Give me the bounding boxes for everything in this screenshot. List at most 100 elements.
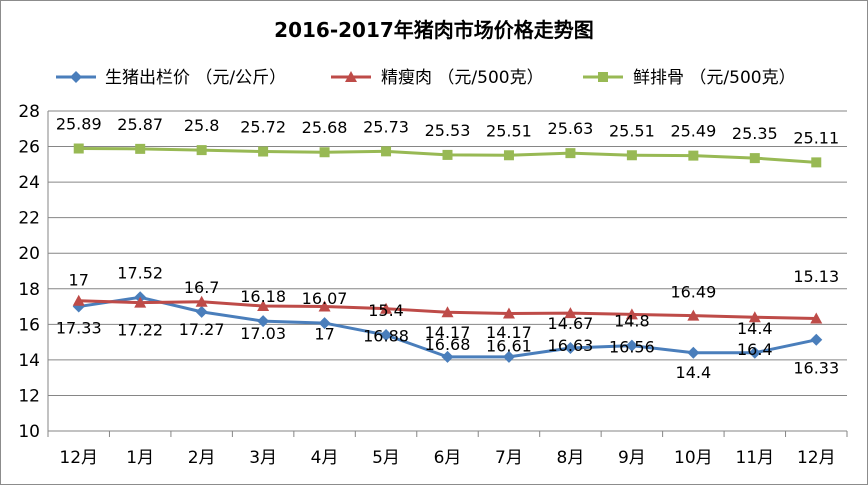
series-0-point <box>441 350 454 363</box>
series-0-point <box>318 317 331 330</box>
series-2-point <box>811 157 822 168</box>
y-tick-label: 24 <box>18 173 40 193</box>
data-label-series-2: 25.11 <box>793 128 839 147</box>
gridlines <box>48 110 847 432</box>
series-2-point <box>749 153 760 164</box>
data-label-series-0: 16.07 <box>302 289 348 308</box>
x-tick-label: 8月 <box>557 448 585 468</box>
series-1-point <box>257 300 270 312</box>
data-label-series-2: 25.87 <box>117 115 163 134</box>
data-label-series-1: 16.68 <box>425 335 471 354</box>
data-label-series-1: 17.03 <box>240 324 286 343</box>
series-2-point <box>258 146 269 157</box>
y-tick-label: 16 <box>18 315 40 335</box>
y-tick-label: 14 <box>18 351 40 371</box>
series-1-point <box>502 307 515 319</box>
x-tick-label: 9月 <box>618 448 646 468</box>
series-1-point <box>134 296 147 308</box>
data-label-series-2: 25.68 <box>302 118 348 137</box>
data-label-series-1: 17.22 <box>117 321 163 340</box>
data-label-series-1: 17.33 <box>56 319 102 338</box>
x-tick-label: 12月 <box>797 448 836 468</box>
data-label-series-2: 25.73 <box>363 117 409 136</box>
series-0-point <box>380 329 393 341</box>
series-2-point <box>196 145 207 156</box>
y-tick-label: 20 <box>18 244 40 264</box>
series-2-point <box>319 147 330 158</box>
x-tick-label: 5月 <box>372 448 400 468</box>
data-label-series-0: 15.13 <box>793 267 839 286</box>
data-label-series-0: 15.4 <box>368 301 404 320</box>
x-tick-label: 10月 <box>674 448 713 468</box>
x-tick-label: 12月 <box>59 448 98 468</box>
data-label-series-0: 17 <box>69 271 89 290</box>
data-label-series-2: 25.51 <box>609 121 655 140</box>
data-label-series-0: 14.8 <box>614 312 650 331</box>
y-tick-label: 26 <box>18 138 40 158</box>
series-2-point <box>688 150 699 161</box>
series-0-point <box>564 341 577 354</box>
series-1-point <box>318 300 331 312</box>
axes: 10 12 14 16 18 20 22 24 26 28 12月 1月 2月 3月 4月 5月 6月 7月 8月 9… <box>18 102 848 468</box>
data-labels: 25.89 25.87 25.8 25.72 25.68 25.73 25.53 25.51 2… <box>56 115 839 382</box>
series-1-point <box>195 295 208 307</box>
x-tick-label: 1月 <box>126 448 154 468</box>
data-label-series-0: 14.17 <box>486 323 532 342</box>
data-label-series-2: 25.8 <box>184 116 220 135</box>
series-0-point <box>810 333 823 346</box>
series-0-point <box>195 305 208 318</box>
data-label-series-2: 25.49 <box>670 122 716 141</box>
series-1-point <box>687 309 700 321</box>
data-label-series-1: 16.33 <box>793 358 839 377</box>
series-2-point <box>442 149 453 160</box>
series-1-point <box>441 306 454 318</box>
series-1-point <box>748 311 761 323</box>
series-2-point <box>503 150 514 161</box>
series-2-point <box>626 150 637 161</box>
x-tick-label: 7月 <box>495 448 523 468</box>
data-label-series-2: 25.35 <box>732 124 778 143</box>
x-tick-label: 4月 <box>311 448 339 468</box>
data-label-series-0: 14.67 <box>548 314 594 333</box>
data-label-series-2: 25.89 <box>56 115 102 134</box>
legend-marker-2 <box>598 72 608 82</box>
chart-title: 2016-2017年猪肉市场价格走势图 <box>274 18 594 42</box>
x-tick-label: 2月 <box>188 448 216 468</box>
y-tick-label: 18 <box>18 280 40 300</box>
data-label-series-2: 25.51 <box>486 121 532 140</box>
series-0-point <box>687 346 700 359</box>
x-tick-label: 6月 <box>434 448 462 468</box>
data-label-series-2: 25.53 <box>425 121 471 140</box>
data-label-series-0: 16.7 <box>184 278 220 297</box>
data-label-series-1: 17.27 <box>179 320 225 339</box>
x-tick-label: 11月 <box>735 448 774 468</box>
y-tick-label: 10 <box>18 422 40 442</box>
data-label-series-1: 16.56 <box>609 337 655 356</box>
data-label-series-0: 14.4 <box>676 363 712 382</box>
legend: 生猪出栏价 （元/公斤） 精瘦肉 （元/500克） 鲜排骨 （元/500克） <box>56 68 796 88</box>
legend-label-1: 精瘦肉 （元/500克） <box>381 68 544 88</box>
legend-marker-1 <box>345 71 357 82</box>
series-2-point <box>381 146 392 157</box>
data-label-series-0: 16.18 <box>240 287 286 306</box>
data-label-series-1: 16.49 <box>670 283 716 302</box>
series-2-point <box>73 143 84 154</box>
data-label-series-1: 17 <box>314 325 334 344</box>
y-tick-label: 28 <box>18 102 40 122</box>
series-1-point <box>564 307 577 319</box>
series-0-point <box>502 350 515 363</box>
legend-label-2: 鲜排骨 （元/500克） <box>633 68 796 88</box>
series-0-point <box>625 339 638 352</box>
series-1-point <box>72 294 85 306</box>
data-label-series-0: 14.4 <box>737 319 773 338</box>
data-label-series-2: 25.63 <box>548 119 594 138</box>
data-label-series-2: 25.72 <box>240 118 286 137</box>
series-1-point <box>625 308 638 320</box>
y-tick-label: 22 <box>18 209 40 229</box>
data-label-series-0: 14.17 <box>425 323 471 342</box>
data-label-series-1: 16.4 <box>737 340 773 359</box>
series-2-point <box>135 143 146 154</box>
legend-marker-0 <box>70 71 82 83</box>
series-0-point <box>748 346 761 359</box>
